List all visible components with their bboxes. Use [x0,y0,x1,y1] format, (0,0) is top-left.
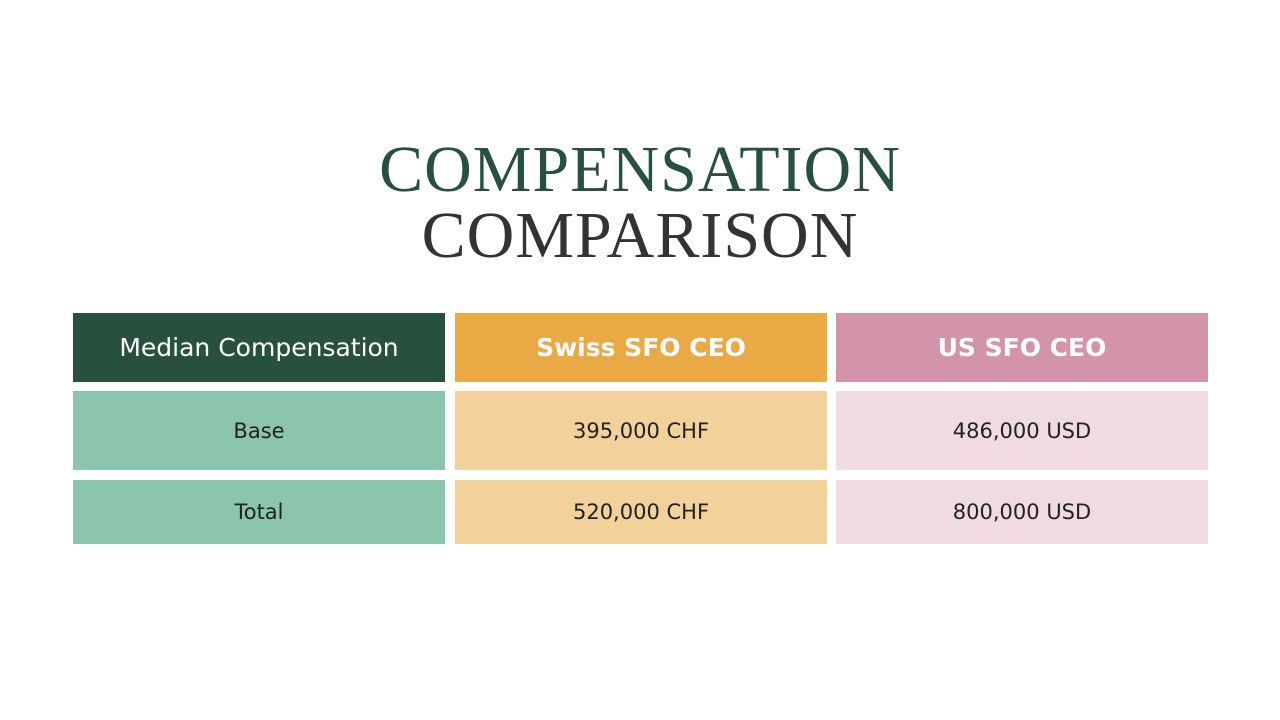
title-line: COMPENSATION [379,133,901,206]
cell: 395,000 CHF [455,391,827,470]
cell: 486,000 USD [836,391,1208,470]
header-cell: Swiss SFO CEO [455,313,827,382]
title-line: COMPARISON [421,199,859,272]
header-cell: Median Compensation [73,313,445,382]
row-label: Total [73,480,445,544]
row-label: Base [73,391,445,470]
header-cell: US SFO CEO [836,313,1208,382]
cell: 520,000 CHF [455,480,827,544]
cell: 800,000 USD [836,480,1208,544]
